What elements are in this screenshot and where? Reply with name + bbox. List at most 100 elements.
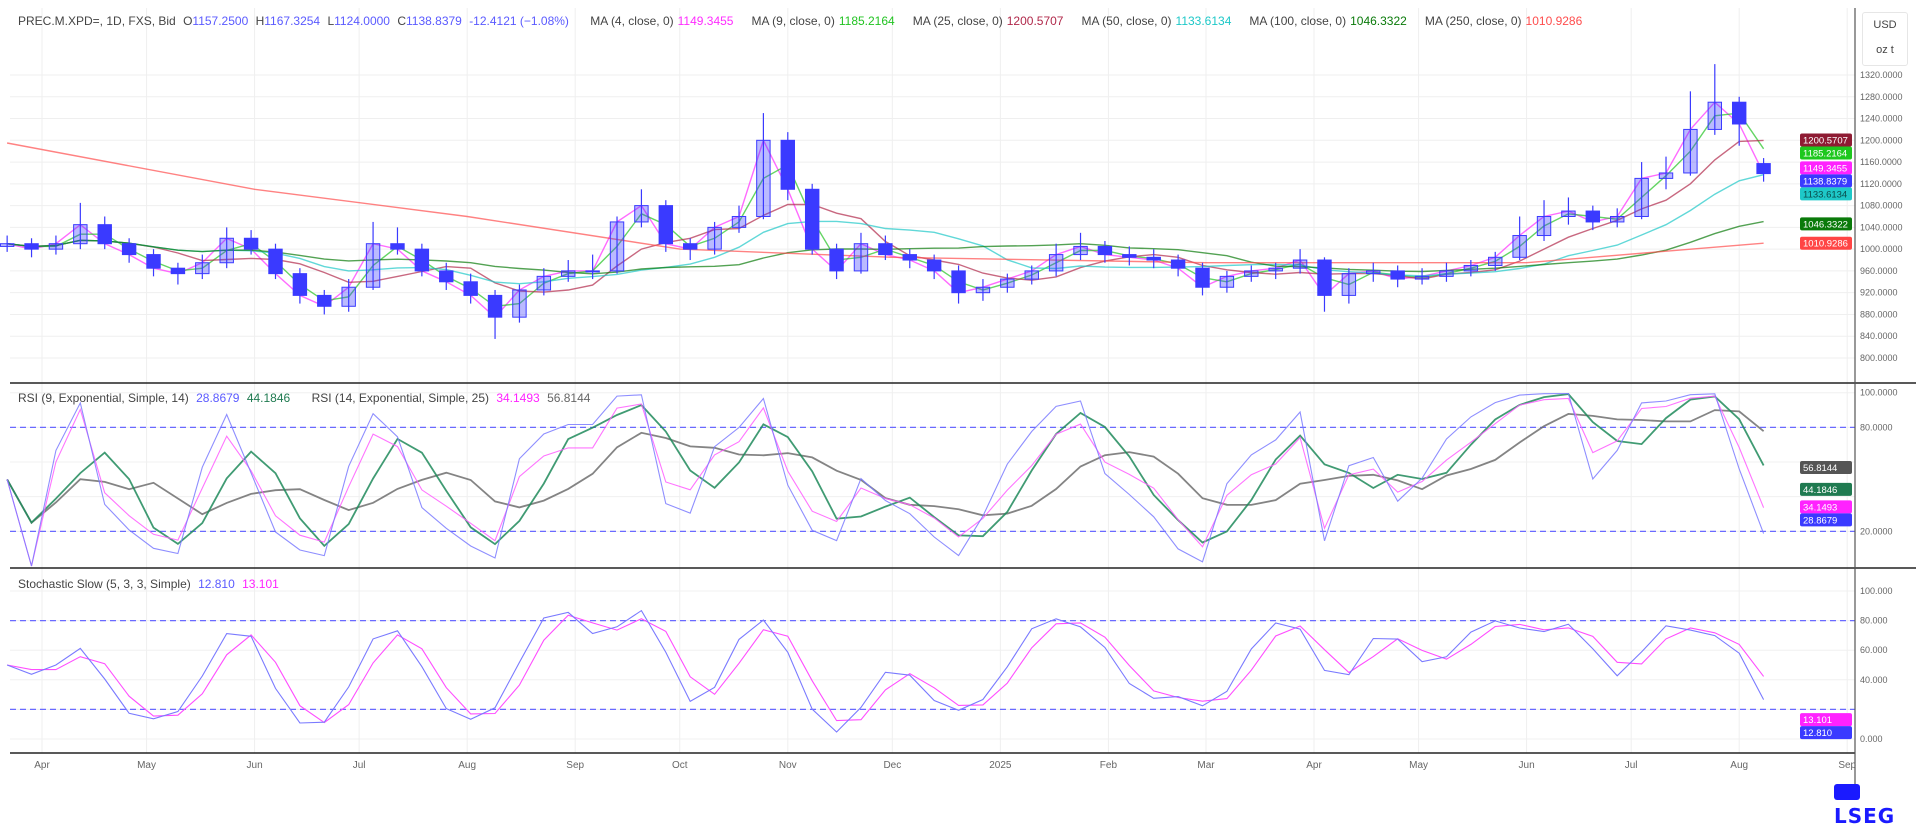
value-badge-label: 1185.2164	[1803, 148, 1847, 159]
candle-body	[97, 224, 112, 245]
candle-body	[1366, 270, 1381, 275]
price-axis-label: 1280.0000	[1860, 92, 1903, 102]
candle-body	[414, 248, 430, 272]
value-badge	[1800, 236, 1852, 250]
candle-body	[1707, 101, 1723, 130]
candle-body	[780, 139, 795, 190]
time-axis-label: Sep	[1838, 760, 1856, 771]
grid-lines	[10, 8, 1855, 753]
price-axis-label: 800.0000	[1860, 353, 1898, 363]
stochastic-axis-label: 0.000	[1860, 734, 1883, 744]
moving-average-lines	[6, 101, 1765, 319]
price-axis-label: 1200.0000	[1860, 135, 1903, 145]
time-axis-label: Sep	[566, 760, 584, 771]
currency-label: USD	[1873, 19, 1897, 31]
candle-body	[1024, 270, 1039, 280]
candle-body	[487, 294, 503, 318]
price-axis-label: 1000.0000	[1860, 244, 1903, 254]
value-badge-label: 1138.8379	[1803, 176, 1847, 187]
candle-body	[1439, 270, 1454, 277]
candle-body	[829, 248, 844, 272]
stochastic-axis-label: 60.000	[1860, 645, 1888, 655]
candle-body	[926, 259, 942, 272]
candle-body	[146, 254, 161, 269]
candle-body	[73, 224, 88, 245]
candle-body	[561, 270, 576, 277]
candle-body	[707, 226, 722, 250]
lseg-logo: LSEG	[1834, 780, 1916, 828]
rsi2-value: 34.1493	[496, 391, 540, 405]
last-value-badges: 1200.5707 1185.2164 1149.3455 1138.8379 1133…	[1800, 133, 1852, 740]
stochastic-axis-label: 100.000	[1860, 586, 1893, 596]
ma-legend-value: 1133.6134	[1175, 14, 1232, 28]
candle-body	[170, 267, 186, 275]
price-axis-label: 960.0000	[1860, 266, 1898, 276]
ma-line	[6, 101, 1765, 319]
rsi2-signal-value: 56.8144	[547, 391, 591, 405]
candle-body	[1731, 101, 1747, 125]
rsi-axis-label: 100.0000	[1860, 388, 1898, 398]
candle-body	[1048, 254, 1064, 272]
rsi2-line	[6, 395, 1765, 567]
candle-body	[658, 205, 674, 245]
time-axis-label: Aug	[1730, 760, 1748, 771]
candle-body	[463, 281, 478, 296]
rsi-axis-label: 80.0000	[1860, 422, 1893, 432]
chart-canvas[interactable]: Apr May Jun Jul Aug Sep Oct Nov Dec 2025 Feb Mar Apr…	[0, 0, 1916, 803]
value-badge	[1800, 133, 1852, 147]
candle-body	[292, 273, 308, 296]
lseg-logo-icon	[1834, 784, 1860, 800]
candle-body	[48, 243, 64, 250]
unit-label: oz t	[1876, 44, 1894, 56]
candle-body	[121, 243, 137, 256]
candle-body	[804, 188, 820, 250]
axis-labels: Apr May Jun Jul Aug Sep Oct Nov Dec 2025 Feb Mar Apr…	[34, 70, 1902, 771]
candle-body	[1536, 215, 1552, 237]
rsi2-label: RSI (14, Exponential, Simple, 25)	[311, 391, 489, 405]
candle-body	[975, 286, 991, 294]
candle-body	[0, 243, 15, 247]
price-axis-label: 1080.0000	[1860, 201, 1903, 211]
ma-legend-label: MA (250, close, 0)	[1424, 14, 1522, 28]
value-badge	[1800, 461, 1852, 475]
stochastic-label: Stochastic Slow (5, 3, 3, Simple)	[18, 577, 191, 591]
stochastic-d-line	[6, 614, 1765, 724]
value-badge-label: 1149.3455	[1803, 163, 1847, 174]
price-axis-label: 920.0000	[1860, 288, 1898, 298]
time-axis-label: May	[137, 760, 156, 771]
rsi-legend: RSI (9, Exponential, Simple, 14) 28.8679…	[18, 391, 594, 405]
currency-unit-selector[interactable]: USD oz t	[1862, 12, 1908, 66]
value-badge	[1800, 726, 1852, 740]
time-axis-label: Apr	[1306, 760, 1322, 771]
ma-legend-value: 1046.3322	[1350, 14, 1407, 28]
candle-body	[902, 254, 917, 261]
candle-body	[1268, 267, 1283, 272]
candle-body	[390, 243, 405, 250]
candle-body	[1658, 172, 1674, 179]
candle-body	[365, 243, 381, 288]
candle-body	[341, 286, 356, 307]
rsi1-signal-value: 44.1846	[246, 391, 291, 405]
candle-body	[1488, 256, 1503, 266]
value-badge	[1800, 500, 1852, 514]
stochastic-axis-label: 80.000	[1860, 616, 1888, 626]
candle-body	[512, 289, 527, 318]
candle-body	[1073, 245, 1088, 256]
price-axis-label: 1120.0000	[1860, 179, 1902, 189]
value-badge-label: 44.1846	[1803, 485, 1837, 496]
stochastic-k-line	[6, 609, 1765, 733]
ma-line	[6, 142, 1764, 264]
candle-body	[1414, 275, 1430, 280]
time-axis-label: Aug	[458, 760, 476, 771]
time-axis-label: May	[1409, 760, 1428, 771]
rsi-axis-label: 20.0000	[1860, 526, 1893, 536]
ma-line	[7, 112, 1765, 308]
stochastic-legend: Stochastic Slow (5, 3, 3, Simple) 12.810…	[18, 577, 283, 591]
ma-legend-value: 1185.2164	[838, 14, 895, 28]
candle-body	[1317, 259, 1332, 296]
candle-body	[951, 270, 966, 294]
stochastic-axis-label: 40.000	[1860, 675, 1888, 685]
candle-body	[1390, 270, 1405, 280]
candle-body	[1610, 215, 1625, 223]
stochastic-k-value: 12.810	[198, 577, 235, 591]
